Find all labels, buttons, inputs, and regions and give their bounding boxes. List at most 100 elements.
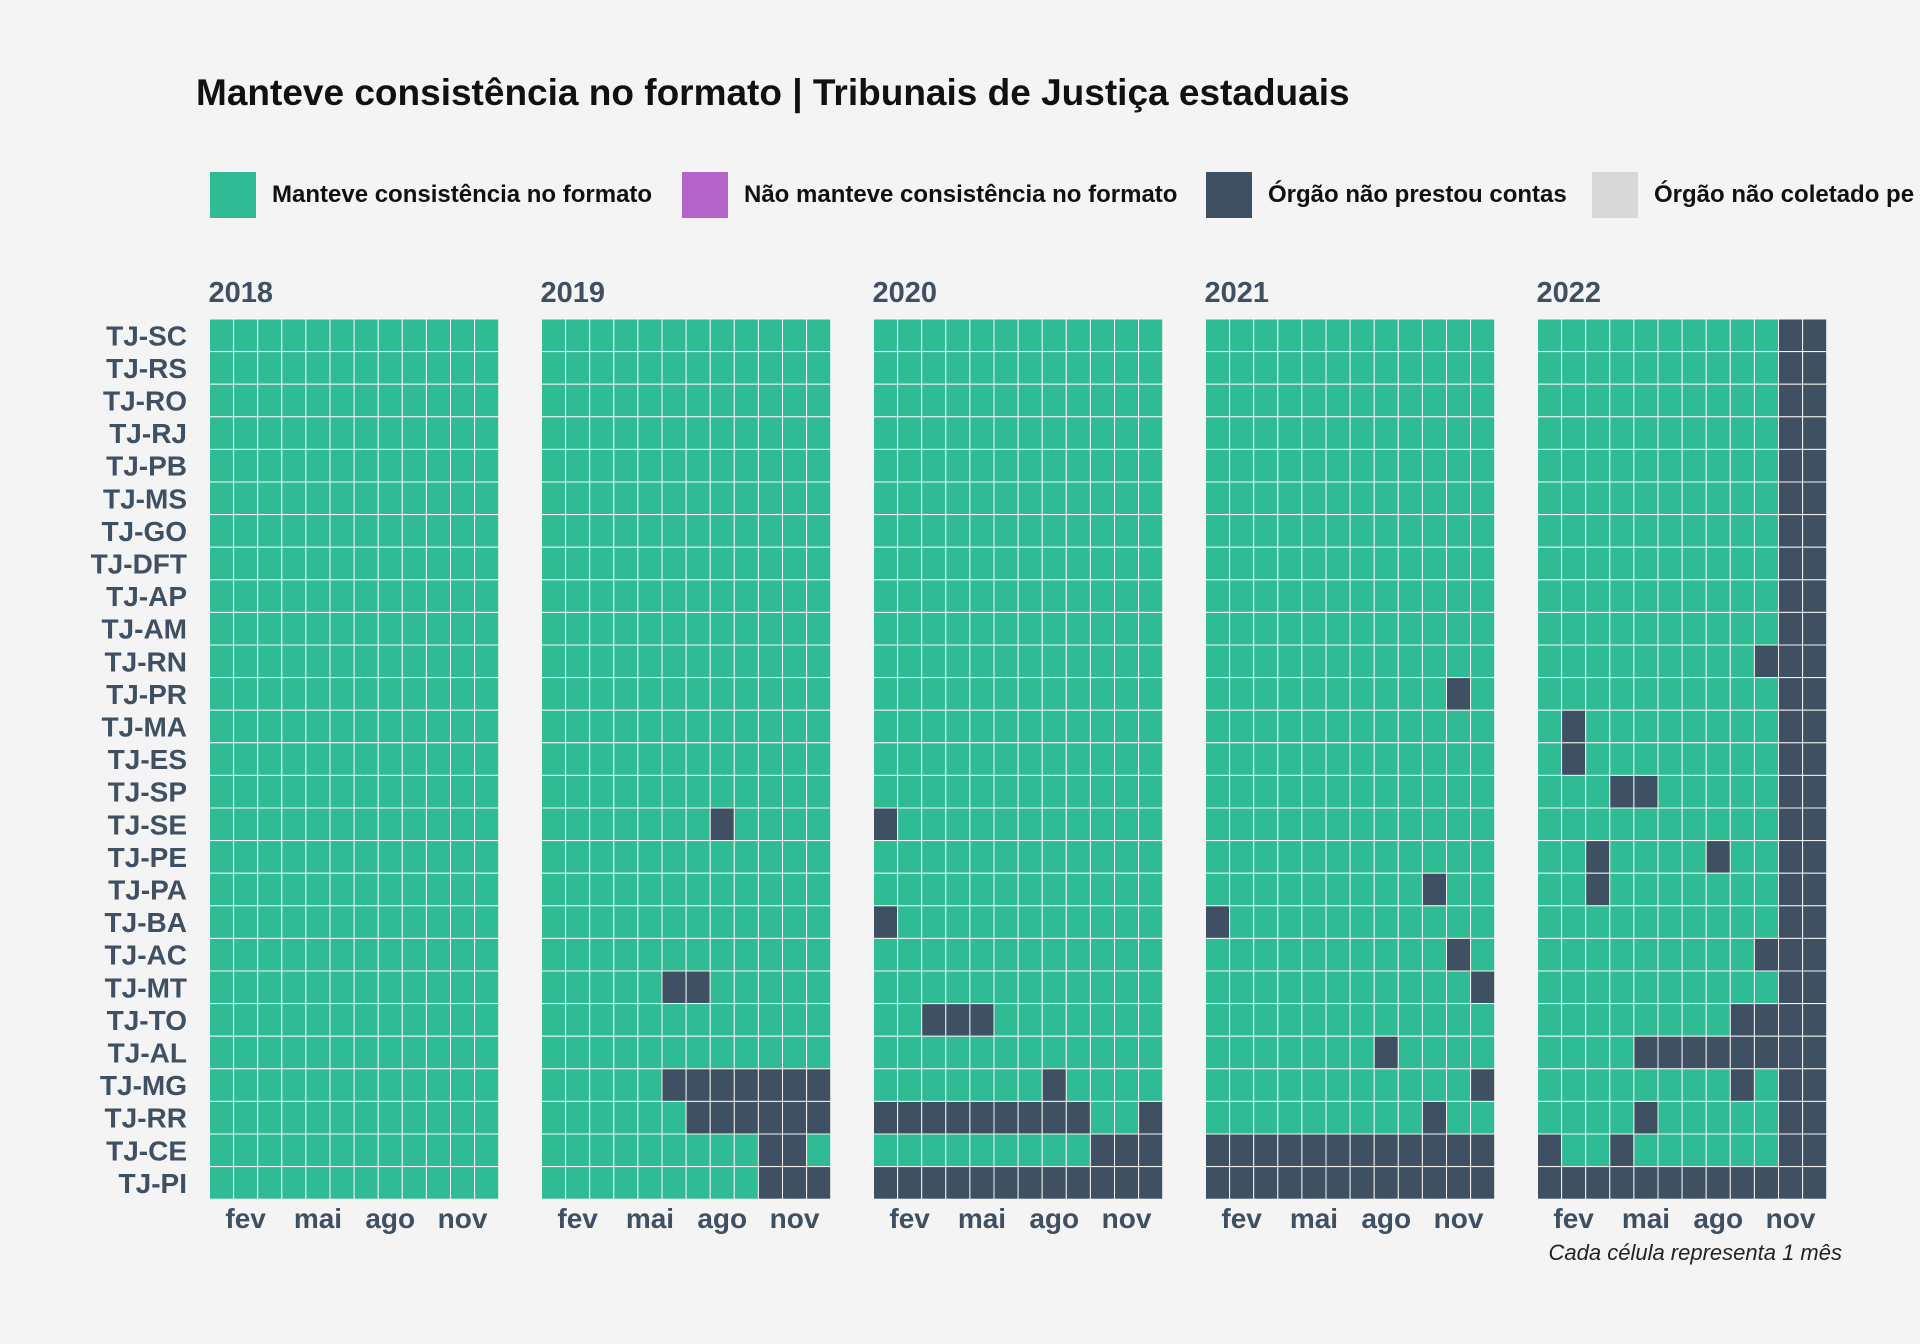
heatmap-cell [757, 351, 784, 385]
heatmap-cell [1301, 840, 1327, 874]
heatmap-cell [806, 481, 832, 516]
heatmap-cell [541, 351, 567, 385]
heatmap-cell [1325, 840, 1351, 874]
heatmap-cell [474, 644, 500, 679]
heatmap-cell [1205, 742, 1231, 776]
heatmap-cell [233, 514, 259, 548]
x-tick-label: nov [1766, 1203, 1816, 1234]
heatmap-cell [1253, 644, 1279, 679]
heatmap-cell [541, 546, 567, 581]
heatmap-cell [1089, 481, 1116, 516]
heatmap-cell [1753, 742, 1780, 776]
heatmap-cell [1277, 351, 1303, 385]
legend-label-not-reported: Órgão não prestou contas [1268, 181, 1567, 208]
heatmap-cell [1446, 937, 1472, 972]
heatmap-cell [450, 970, 476, 1005]
heatmap-cell [1705, 1003, 1731, 1037]
heatmap-cell [637, 448, 663, 483]
heatmap-cell [1561, 1100, 1587, 1135]
heatmap-cell [969, 579, 995, 613]
heatmap-cell [733, 937, 759, 972]
heatmap-cell [1561, 937, 1587, 972]
heatmap-cell [1253, 937, 1279, 972]
heatmap-cell [661, 970, 687, 1005]
heatmap-cell [1325, 644, 1351, 679]
heatmap-cell [1205, 937, 1231, 972]
heatmap-cell [1753, 1068, 1780, 1102]
heatmap-cell [1277, 514, 1303, 548]
heatmap-cell [1114, 872, 1140, 907]
heatmap-cell [1253, 677, 1279, 711]
heatmap-cell [1017, 970, 1043, 1005]
heatmap-cell [353, 416, 379, 450]
heatmap-cell [1325, 546, 1351, 581]
heatmap-cell [425, 774, 451, 809]
heatmap-cell [757, 807, 784, 842]
heatmap-cell [897, 1003, 923, 1037]
x-tick-label: ago [697, 1203, 747, 1234]
heatmap-cell [1205, 807, 1231, 842]
heatmap-cell [993, 1166, 1019, 1200]
heatmap-cell [1446, 1133, 1472, 1168]
heatmap-cell [1681, 448, 1707, 483]
heatmap-cell [425, 481, 451, 516]
heatmap-cell [1585, 1166, 1611, 1200]
heatmap-cell [329, 774, 355, 809]
heatmap-cell [377, 416, 403, 450]
heatmap-cell [1753, 481, 1780, 516]
heatmap-cell [1681, 318, 1707, 353]
heatmap-cell [806, 905, 832, 939]
heatmap-cell [233, 872, 259, 907]
heatmap-cell [1421, 709, 1448, 744]
heatmap-cell [1729, 1035, 1755, 1070]
heatmap-cell [209, 709, 235, 744]
heatmap-cell [921, 579, 947, 613]
heatmap-cell [1537, 677, 1563, 711]
heatmap-cell [782, 1166, 808, 1200]
heatmap-cell [1633, 970, 1659, 1005]
heatmap-cell [474, 383, 500, 418]
heatmap-cell [897, 448, 923, 483]
heatmap-cell [353, 579, 379, 613]
heatmap-cell [1705, 1068, 1731, 1102]
heatmap-cell [921, 383, 947, 418]
heatmap-cell [685, 579, 711, 613]
heatmap-cell [1138, 1166, 1164, 1200]
heatmap-cell [685, 514, 711, 548]
heatmap-cell [1089, 1166, 1116, 1200]
heatmap-cell [1537, 1100, 1563, 1135]
row-label: TJ-AC [105, 940, 187, 971]
heatmap-cell [474, 481, 500, 516]
x-tick-label: ago [1693, 1203, 1743, 1234]
heatmap-cell [257, 383, 283, 418]
row-label: TJ-AM [101, 614, 187, 645]
x-tick-label: ago [365, 1203, 415, 1234]
heatmap-cell [806, 1003, 832, 1037]
heatmap-cell [1729, 351, 1755, 385]
heatmap-cell [329, 807, 355, 842]
heatmap-cell [1446, 709, 1472, 744]
heatmap-cell [1778, 1133, 1804, 1168]
heatmap-cell [1301, 1166, 1327, 1200]
heatmap-cell [1585, 318, 1611, 353]
heatmap-cell [1065, 774, 1091, 809]
heatmap-cell [1470, 677, 1496, 711]
heatmap-cell [1114, 840, 1140, 874]
heatmap-cell [425, 1003, 451, 1037]
heatmap-cell [1561, 318, 1587, 353]
heatmap-cell [733, 351, 759, 385]
heatmap-cell [1778, 937, 1804, 972]
heatmap-cell [1089, 807, 1116, 842]
heatmap-cell [1253, 840, 1279, 874]
heatmap-cell [377, 644, 403, 679]
heatmap-cell [305, 677, 331, 711]
heatmap-cell [969, 840, 995, 874]
heatmap-cell [1397, 1100, 1423, 1135]
heatmap-cell [1561, 807, 1587, 842]
heatmap-cell [1705, 644, 1731, 679]
heatmap-cell [921, 677, 947, 711]
heatmap-cell [661, 1035, 687, 1070]
heatmap-cell [1277, 872, 1303, 907]
heatmap-cell [281, 546, 307, 581]
heatmap-cell [1585, 448, 1611, 483]
